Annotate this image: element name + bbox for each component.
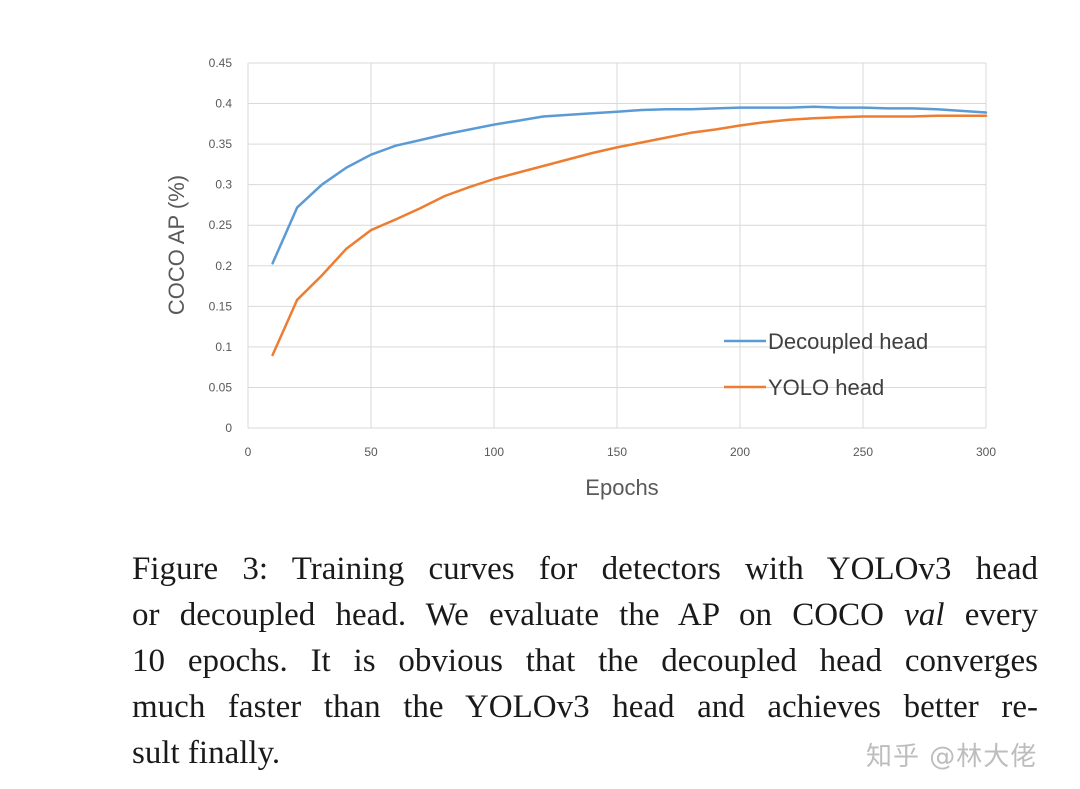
legend: Decoupled head YOLO head (724, 329, 928, 400)
caption-line-4: much faster than the YOLOv3 head and ach… (132, 689, 1038, 725)
caption-line-1: Figure 3: Training curves for detectors … (132, 551, 1038, 587)
series-line-decoupled-head (271, 105, 988, 265)
legend-label-yolo-head: YOLO head (768, 375, 884, 400)
y-tick-label: 0.1 (215, 340, 232, 354)
x-tick-label: 50 (364, 445, 378, 459)
legend-label-decoupled-head: Decoupled head (768, 329, 928, 354)
y-tick-label: 0 (225, 421, 232, 435)
series-lines (271, 105, 988, 357)
y-tick-labels: 0 0.05 0.1 0.15 0.2 0.25 0.3 0.35 0.4 0.45 (209, 56, 233, 435)
grid-lines (247, 62, 987, 429)
x-tick-label: 200 (730, 445, 750, 459)
y-tick-label: 0.4 (215, 97, 232, 111)
y-tick-label: 0.3 (215, 178, 232, 192)
x-tick-label: 250 (853, 445, 873, 459)
caption-line-2: or decoupled head. We evaluate the AP on… (132, 592, 1038, 638)
y-tick-label: 0.25 (209, 218, 233, 232)
x-axis-title: Epochs (585, 475, 658, 500)
y-tick-label: 0.35 (209, 137, 233, 151)
y-tick-label: 0.2 (215, 259, 232, 273)
caption-line-2-end: every (944, 597, 1038, 633)
figure-caption: Figure 3: Training curves for detectors … (132, 546, 1038, 776)
caption-line-3: 10 epochs. It is obvious that the decoup… (132, 643, 1038, 679)
x-tick-labels: 0 50 100 150 200 250 300 (245, 445, 997, 459)
series-line-yolo-head (271, 114, 988, 357)
x-tick-label: 100 (484, 445, 504, 459)
x-tick-label: 150 (607, 445, 627, 459)
y-tick-label: 0.45 (209, 56, 233, 70)
y-axis-title: COCO AP (%) (164, 175, 189, 315)
x-tick-label: 0 (245, 445, 252, 459)
x-tick-label: 300 (976, 445, 996, 459)
caption-line-5: sult finally. (132, 735, 281, 771)
y-tick-label: 0.15 (209, 299, 233, 313)
caption-val-italic: val (904, 597, 945, 633)
training-curves-chart: 0 0.05 0.1 0.15 0.2 0.25 0.3 0.35 0.4 0.45 0 50 100… (164, 56, 997, 500)
caption-line-2-text: or decoupled head. We evaluate the AP on… (132, 597, 905, 633)
zhihu-watermark: 知乎 @林大佬 (866, 742, 1038, 772)
y-tick-label: 0.05 (209, 380, 233, 394)
